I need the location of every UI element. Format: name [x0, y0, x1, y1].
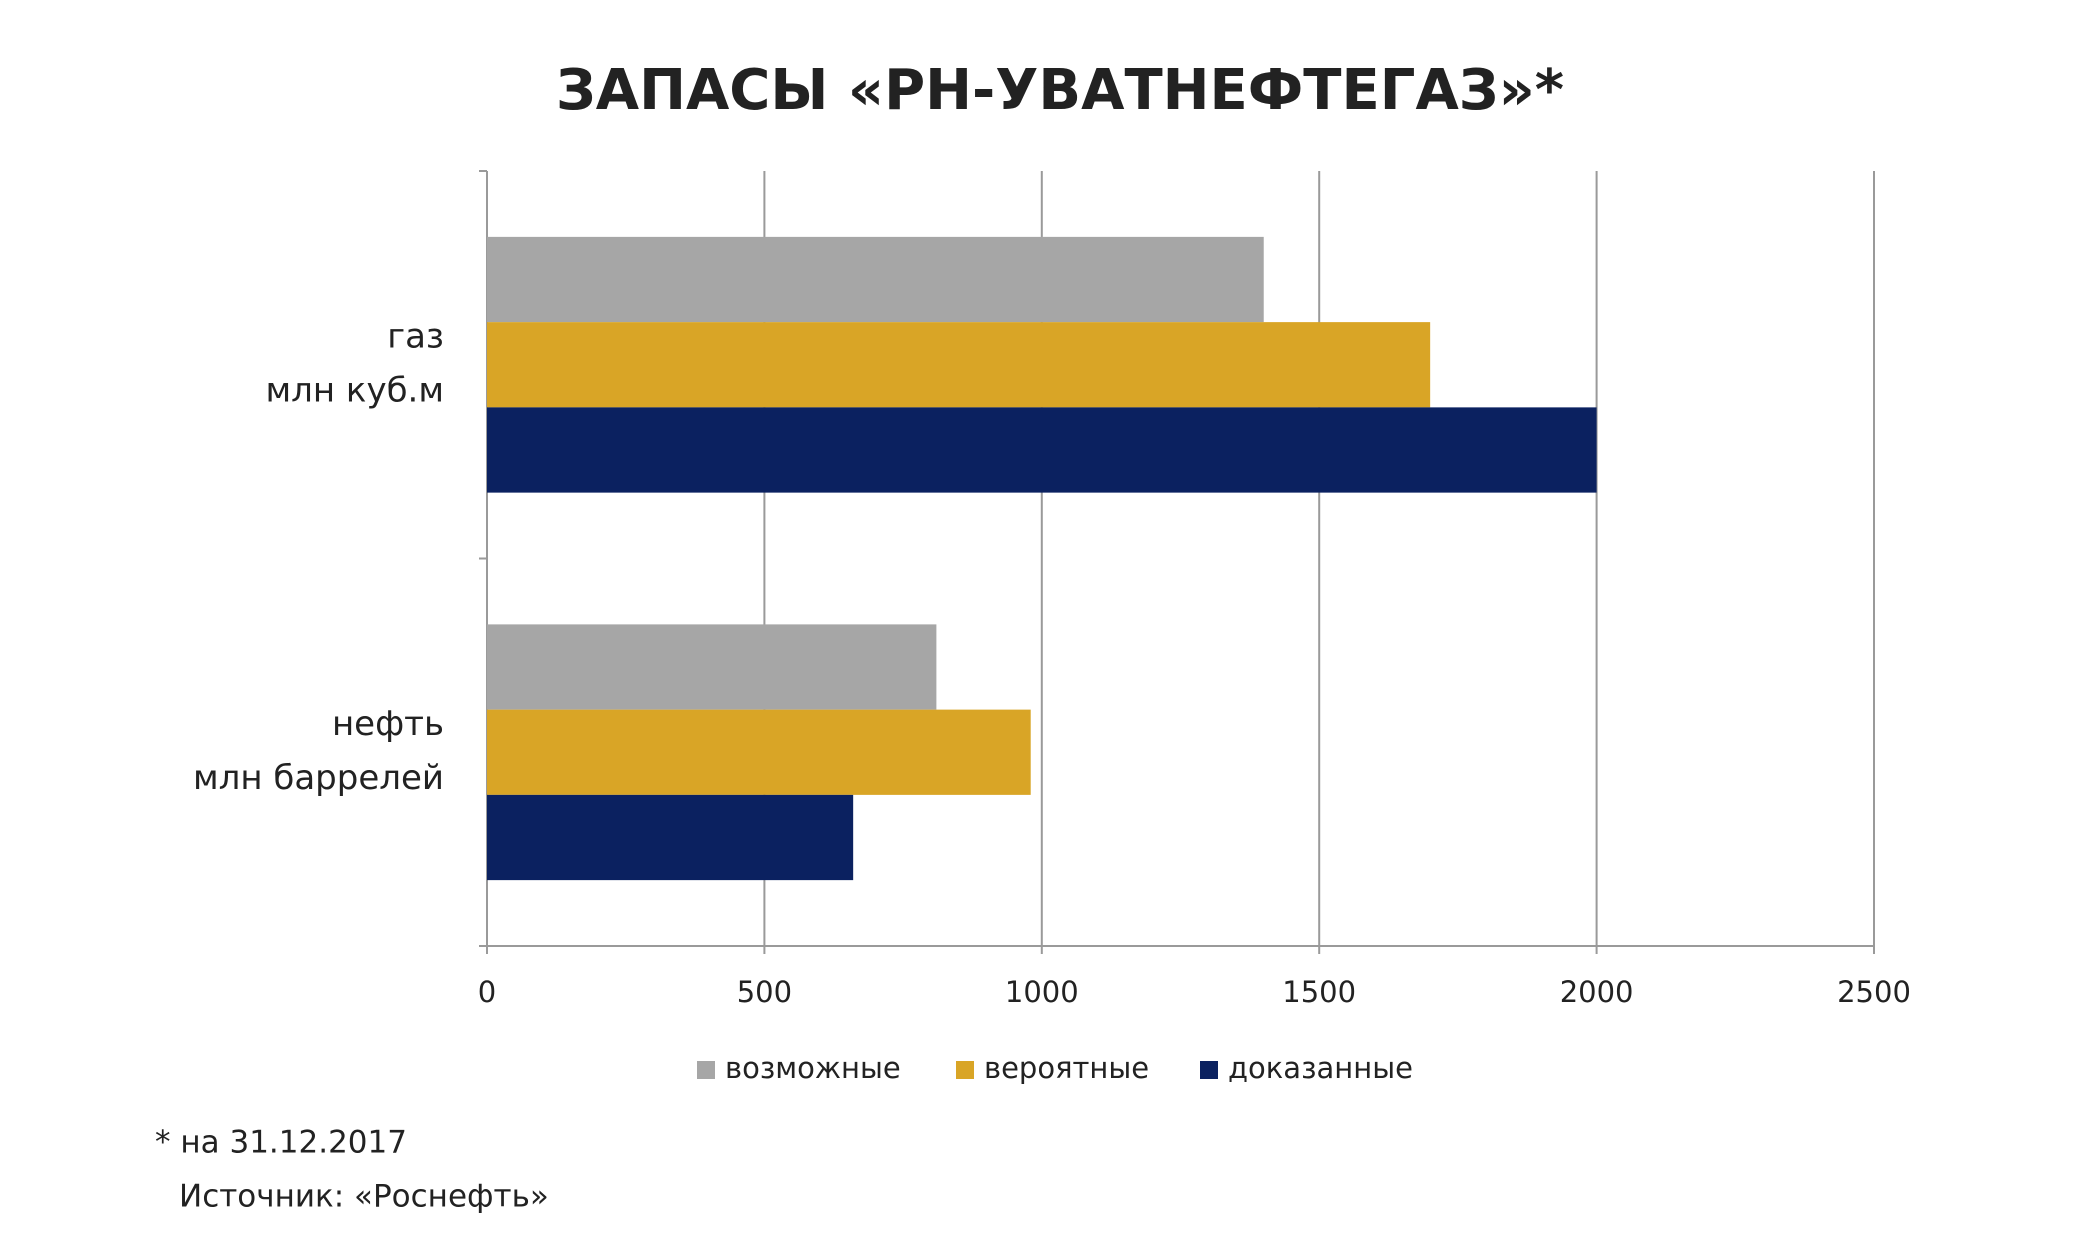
source: Источник: «Роснефть» [179, 1179, 549, 1215]
legend-label: вероятные [984, 1051, 1149, 1085]
bar [487, 709, 1031, 795]
x-tick-label: 500 [737, 975, 792, 1009]
legend-label: доказанные [1228, 1051, 1413, 1085]
bar [487, 407, 1597, 493]
legend-swatch [956, 1061, 974, 1079]
bar [487, 624, 937, 710]
y-tick-label: млн куб.м [266, 370, 445, 410]
chart-title: ЗАПАСЫ «РН-УВАТНЕФТЕГАЗ»* [556, 58, 1564, 123]
footnote: * на 31.12.2017 [155, 1125, 407, 1161]
y-tick-label: газ [387, 316, 444, 356]
legend-swatch [697, 1061, 715, 1079]
legend-swatch [1200, 1061, 1218, 1079]
y-tick-label: млн баррелей [193, 758, 444, 798]
x-tick-label: 2000 [1560, 975, 1634, 1009]
bar [487, 322, 1431, 408]
bar [487, 236, 1264, 323]
x-tick-label: 0 [478, 975, 496, 1009]
bar [487, 794, 854, 881]
x-tick-label: 1000 [1005, 975, 1079, 1009]
x-tick-label: 2500 [1837, 975, 1911, 1009]
y-tick-label: нефть [332, 704, 444, 744]
x-tick-label: 1500 [1282, 975, 1356, 1009]
legend-label: возможные [725, 1051, 901, 1085]
